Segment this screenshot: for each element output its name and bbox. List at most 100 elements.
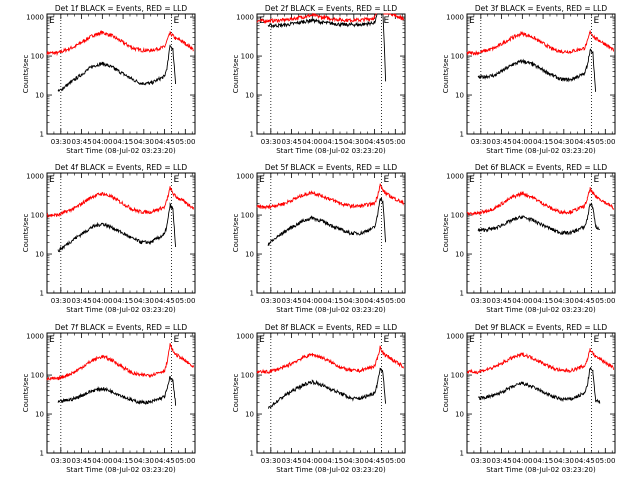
x-tick-label: 04:30 [554, 457, 574, 465]
x-tick-label: 04:15 [113, 138, 133, 146]
events-series-line [57, 202, 177, 253]
y-tick-label: 1000 [446, 14, 464, 22]
y-tick-label: 1 [40, 290, 44, 298]
x-axis-label: Start Time (08-Jul-02 03:23:20) [66, 466, 176, 474]
x-axis-label: Start Time (08-Jul-02 03:23:20) [276, 466, 386, 474]
x-tick-label: 05:00 [595, 457, 615, 465]
events-series-line [267, 13, 387, 82]
x-tick-label: 04:15 [113, 297, 133, 305]
events-series-line [477, 48, 597, 92]
events-series-line [57, 44, 177, 92]
events-series-line [477, 202, 601, 236]
x-tick-label: 04:45 [364, 138, 384, 146]
x-tick-label: 04:30 [554, 297, 574, 305]
marker-right: E [593, 335, 599, 345]
y-tick-label: 10 [455, 251, 464, 259]
y-tick-label: 100 [31, 212, 44, 220]
chart-title: Det 4f BLACK = Events, RED = LLD [55, 163, 188, 172]
chart-title: Det 3f BLACK = Events, RED = LLD [475, 4, 608, 13]
y-tick-label: 1000 [236, 14, 254, 22]
lld-series-line [46, 186, 195, 218]
x-tick-label: 05:00 [595, 297, 615, 305]
x-axis-label: Start Time (08-Jul-02 03:23:20) [66, 147, 176, 155]
y-tick-label: 1000 [236, 173, 254, 181]
chart-title: Det 5f BLACK = Events, RED = LLD [265, 163, 398, 172]
y-axis-label: Counts/sec [442, 374, 450, 413]
marker-right: E [383, 16, 389, 26]
chart-panel: Det 9f BLACK = Events, RED = LLD 1 10 100 10… [442, 323, 616, 474]
y-axis-label: Counts/sec [22, 55, 30, 94]
x-tick-label: 04:30 [344, 457, 364, 465]
y-tick-label: 1000 [236, 333, 254, 341]
axes-box [46, 332, 196, 454]
x-tick-label: 03:30 [471, 138, 491, 146]
chart-panel: Det 3f BLACK = Events, RED = LLD 1 10 100 10… [442, 4, 616, 155]
chart-title: Det 7f BLACK = Events, RED = LLD [55, 323, 188, 332]
y-axis-label: Counts/sec [232, 55, 240, 94]
x-axis-label: Start Time (08-Jul-02 03:23:20) [276, 306, 386, 314]
x-tick-label: 04:30 [134, 457, 154, 465]
x-tick-label: 04:45 [154, 297, 174, 305]
x-tick-label: 03:45 [71, 297, 91, 305]
y-tick-label: 1000 [26, 333, 44, 341]
y-axis-label: Counts/sec [442, 214, 450, 253]
lld-series-line [46, 29, 194, 57]
marker-right: E [593, 16, 599, 26]
x-tick-label: 04:15 [533, 297, 553, 305]
y-tick-label: 10 [455, 411, 464, 419]
chart-panel: Det 7f BLACK = Events, RED = LLD 1 10 100 10… [22, 323, 196, 474]
y-axis-label: Counts/sec [22, 374, 30, 413]
events-series-line [268, 367, 387, 409]
x-tick-label: 05:00 [175, 457, 195, 465]
marker-left: E [49, 335, 55, 345]
x-tick-label: 04:15 [323, 138, 343, 146]
y-tick-label: 1000 [26, 173, 44, 181]
x-tick-label: 04:30 [134, 297, 154, 305]
x-tick-label: 03:30 [261, 138, 281, 146]
y-tick-label: 1 [460, 290, 464, 298]
x-tick-label: 03:30 [51, 297, 71, 305]
x-tick-label: 05:00 [385, 138, 405, 146]
x-tick-label: 03:30 [261, 457, 281, 465]
x-tick-label: 04:00 [512, 138, 532, 146]
y-tick-label: 100 [31, 372, 44, 380]
axes-box [256, 172, 406, 294]
x-tick-label: 04:00 [92, 457, 112, 465]
chart-title: Det 9f BLACK = Events, RED = LLD [475, 323, 608, 332]
x-tick-label: 03:45 [281, 297, 301, 305]
events-series-line [57, 375, 177, 406]
lld-series-line [466, 30, 615, 56]
x-axis-label: Start Time (08-Jul-02 03:23:20) [66, 306, 176, 314]
y-tick-label: 100 [31, 53, 44, 61]
x-axis-label: Start Time (08-Jul-02 03:23:20) [486, 147, 596, 155]
chart-title: Det 1f BLACK = Events, RED = LLD [55, 4, 188, 13]
x-tick-label: 03:30 [471, 297, 491, 305]
x-tick-label: 04:45 [574, 138, 594, 146]
x-tick-label: 03:30 [51, 138, 71, 146]
marker-right: E [593, 175, 599, 185]
lld-series-line [46, 343, 195, 381]
y-tick-label: 10 [35, 411, 44, 419]
marker-left: E [469, 335, 475, 345]
y-axis-label: Counts/sec [232, 374, 240, 413]
x-tick-label: 04:00 [302, 457, 322, 465]
x-tick-label: 05:00 [595, 138, 615, 146]
x-tick-label: 03:30 [51, 457, 71, 465]
chart-panel: Det 6f BLACK = Events, RED = LLD 1 10 100 10… [442, 163, 616, 314]
y-tick-label: 10 [455, 92, 464, 100]
chart-title: Det 6f BLACK = Events, RED = LLD [475, 163, 608, 172]
y-axis-label: Counts/sec [442, 55, 450, 94]
y-tick-label: 10 [245, 92, 254, 100]
x-tick-label: 04:45 [574, 297, 594, 305]
y-tick-label: 1000 [446, 333, 464, 341]
x-axis-label: Start Time (08-Jul-02 03:23:20) [486, 466, 596, 474]
axes-box [466, 13, 616, 135]
lld-series-line [466, 187, 615, 217]
x-tick-label: 04:30 [344, 297, 364, 305]
x-tick-label: 04:30 [554, 138, 574, 146]
y-tick-label: 1 [250, 450, 254, 458]
y-tick-label: 100 [451, 372, 464, 380]
chart-title: Det 2f BLACK = Events, RED = LLD [265, 4, 398, 13]
x-tick-label: 04:45 [574, 457, 594, 465]
